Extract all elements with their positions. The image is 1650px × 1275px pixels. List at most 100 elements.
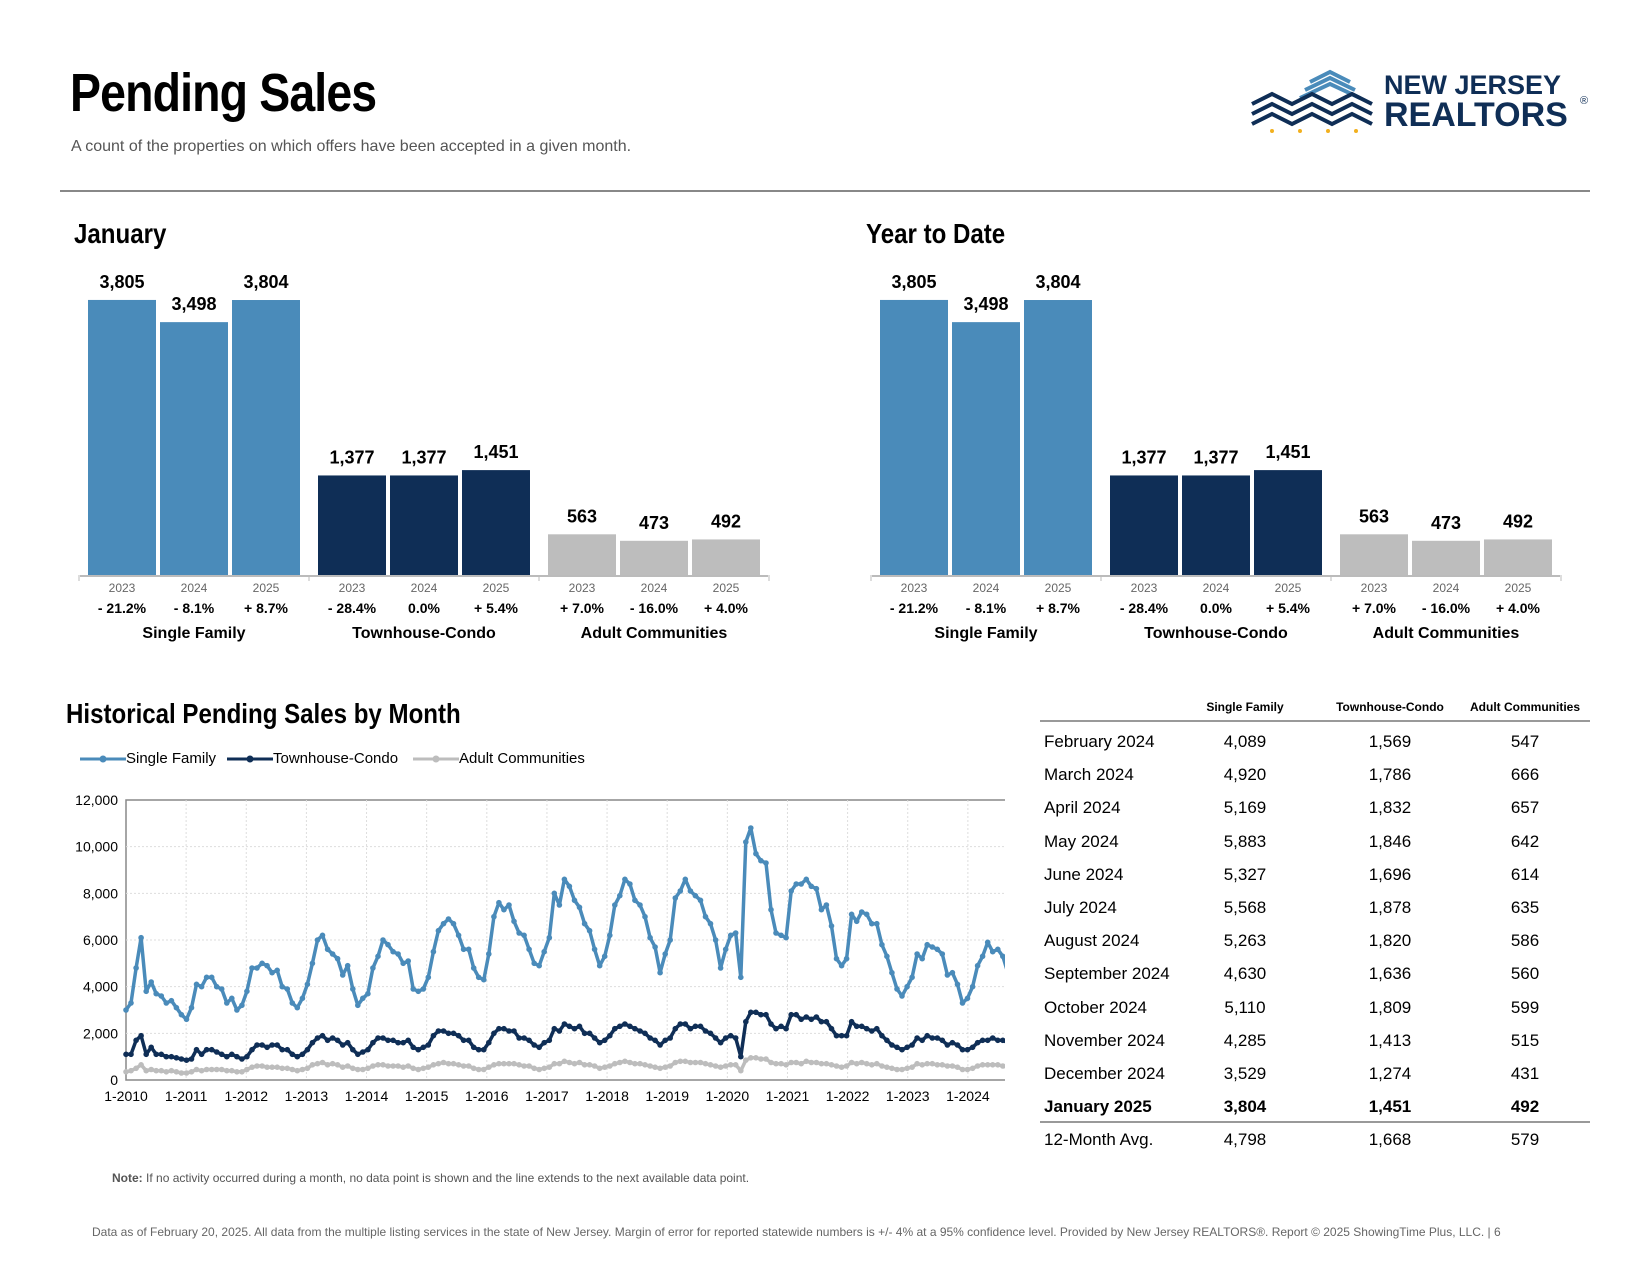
point-townhouse-condo <box>450 1030 457 1037</box>
x-tick-label: 1-2011 <box>165 1088 208 1104</box>
point-adult-communities <box>365 1065 371 1072</box>
point-townhouse-condo <box>158 1051 165 1058</box>
table-row: March 2024 4,920 1,786 666 <box>1040 757 1590 790</box>
point-single-family <box>818 906 825 913</box>
point-adult-communities <box>843 1063 850 1069</box>
point-adult-communities <box>203 1066 210 1073</box>
bar-change-label: + 5.4% <box>1266 600 1311 616</box>
legend-single-family: Single Family <box>80 750 216 767</box>
bar-year-label: 2023 <box>1361 581 1388 595</box>
point-adult-communities <box>894 1066 900 1073</box>
point-adult-communities <box>732 1062 739 1068</box>
bar-year-label: 2024 <box>1433 581 1460 595</box>
point-single-family <box>465 946 472 953</box>
point-single-family <box>410 986 417 992</box>
point-single-family <box>773 930 779 936</box>
point-adult-communities <box>486 1064 492 1070</box>
point-single-family <box>889 969 895 976</box>
point-single-family <box>289 1000 296 1006</box>
table-cell-month: November 2024 <box>1044 1030 1165 1050</box>
point-townhouse-condo <box>178 1056 185 1062</box>
point-single-family <box>138 934 144 941</box>
point-adult-communities <box>254 1063 260 1069</box>
point-single-family <box>158 993 165 999</box>
point-adult-communities <box>173 1069 180 1075</box>
point-single-family <box>556 902 563 908</box>
point-townhouse-condo <box>415 1046 422 1053</box>
point-single-family <box>213 983 220 990</box>
point-townhouse-condo <box>294 1053 301 1060</box>
point-townhouse-condo <box>612 1025 618 1032</box>
bar-change-label: - 16.0% <box>630 600 679 616</box>
january-bar-chart: 3,805 2023 - 21.2% 3,498 2024 - 8.1% 3,804 2025… <box>78 272 770 642</box>
point-single-family <box>808 883 815 890</box>
point-single-family <box>581 920 588 927</box>
point-adult-communities <box>919 1062 925 1068</box>
y-tick-label: 12,000 <box>75 792 118 808</box>
bar-value-label: 1,377 <box>1121 447 1166 467</box>
point-adult-communities <box>904 1065 910 1072</box>
point-single-family <box>732 930 739 936</box>
point-adult-communities <box>380 1062 386 1068</box>
point-single-family <box>783 934 789 941</box>
point-adult-communities <box>491 1062 497 1068</box>
point-adult-communities <box>596 1065 603 1072</box>
table-header-townhouse-condo: Townhouse-Condo <box>1336 700 1444 714</box>
x-tick-label: 1-2015 <box>405 1088 449 1104</box>
point-adult-communities <box>652 1064 658 1070</box>
point-adult-communities <box>259 1063 265 1069</box>
table-cell-month: March 2024 <box>1044 765 1134 785</box>
point-townhouse-condo <box>732 1035 739 1041</box>
table-cell-sf: 3,529 <box>1223 1064 1267 1083</box>
table-cell-ac: 635 <box>1510 898 1540 917</box>
point-single-family <box>440 920 447 927</box>
point-single-family <box>148 979 154 985</box>
point-adult-communities <box>622 1058 628 1065</box>
point-single-family <box>989 948 996 955</box>
bar-value-label: 3,805 <box>891 272 936 292</box>
point-townhouse-condo <box>712 1035 719 1041</box>
table-cell-ac: 515 <box>1510 1030 1540 1050</box>
point-single-family <box>622 876 628 883</box>
point-single-family <box>657 969 663 976</box>
point-single-family <box>672 895 679 901</box>
bar-change-label: - 8.1% <box>966 600 1007 616</box>
point-townhouse-condo <box>344 1039 351 1046</box>
point-adult-communities <box>672 1059 679 1066</box>
table-row: November 2024 4,285 1,413 515 <box>1040 1023 1590 1056</box>
point-adult-communities <box>481 1066 487 1073</box>
point-single-family <box>269 969 275 976</box>
group-label: Townhouse-Condo <box>1144 625 1288 642</box>
table-cell-tc: 1,636 <box>1368 964 1412 984</box>
point-townhouse-condo <box>586 1030 593 1037</box>
point-single-family <box>153 990 159 997</box>
point-townhouse-condo <box>884 1037 890 1044</box>
point-single-family <box>168 997 175 1004</box>
point-adult-communities <box>798 1060 804 1067</box>
point-townhouse-condo <box>561 1021 568 1027</box>
point-townhouse-condo <box>949 1039 956 1046</box>
point-townhouse-condo <box>521 1035 527 1041</box>
point-single-family <box>738 974 744 981</box>
point-adult-communities <box>929 1060 936 1067</box>
point-townhouse-condo <box>536 1044 542 1051</box>
logo-line2: REALTORS <box>1384 96 1568 134</box>
point-adult-communities <box>934 1062 941 1068</box>
table-row: July 2024 5,568 1,878 635 <box>1040 890 1590 923</box>
point-townhouse-condo <box>264 1044 270 1051</box>
bar-year-label: 2025 <box>483 581 510 595</box>
point-adult-communities <box>743 1057 749 1063</box>
point-townhouse-condo <box>672 1025 679 1032</box>
point-single-family <box>455 932 462 939</box>
point-adult-communities <box>823 1060 830 1067</box>
bar-year-label: 2023 <box>569 581 596 595</box>
point-adult-communities <box>188 1069 195 1075</box>
point-adult-communities <box>607 1063 613 1069</box>
table-cell-tc: 1,696 <box>1368 864 1412 884</box>
point-single-family <box>344 962 351 969</box>
point-adult-communities <box>768 1059 774 1066</box>
point-adult-communities <box>586 1062 593 1068</box>
point-adult-communities <box>501 1060 507 1067</box>
point-townhouse-condo <box>596 1039 603 1046</box>
point-townhouse-condo <box>591 1035 598 1041</box>
